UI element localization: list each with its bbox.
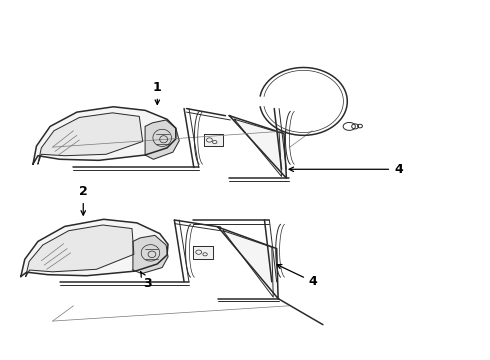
Polygon shape: [33, 107, 176, 164]
Polygon shape: [21, 219, 168, 276]
Polygon shape: [38, 113, 143, 164]
Polygon shape: [145, 120, 179, 159]
Polygon shape: [229, 116, 287, 178]
Text: 2: 2: [79, 185, 88, 215]
Polygon shape: [193, 246, 213, 258]
Polygon shape: [26, 225, 134, 276]
Text: 1: 1: [153, 81, 162, 104]
Polygon shape: [218, 227, 278, 298]
Text: 4: 4: [277, 265, 318, 288]
Text: 3: 3: [141, 272, 152, 290]
Polygon shape: [133, 235, 168, 274]
Text: 4: 4: [289, 163, 403, 176]
Polygon shape: [203, 134, 223, 146]
